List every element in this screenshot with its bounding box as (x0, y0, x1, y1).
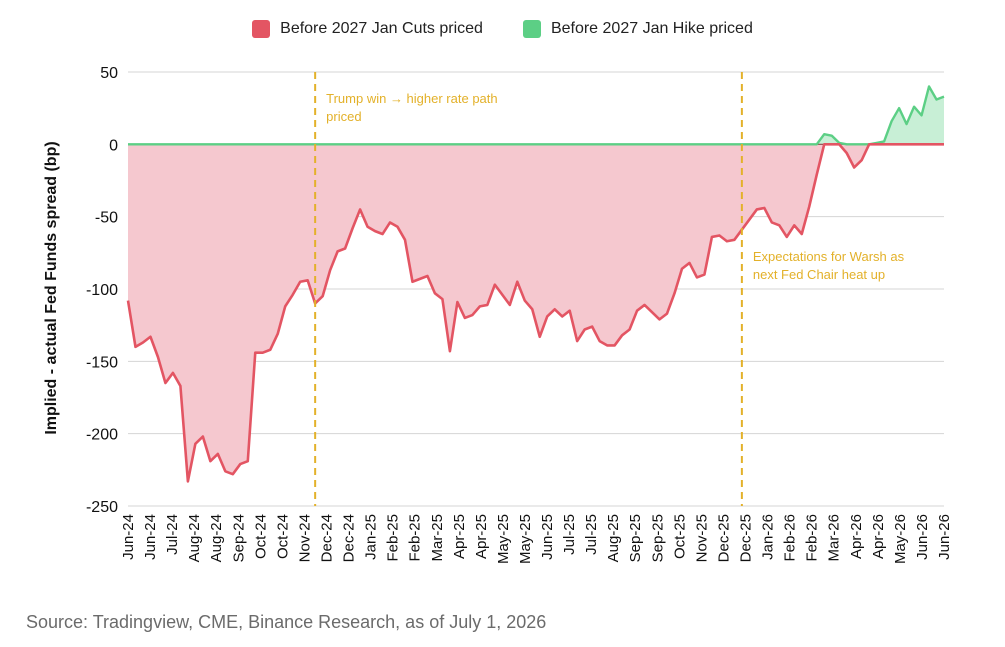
x-tick-label: Feb-26 (782, 514, 799, 562)
annotation-text: priced (326, 109, 361, 124)
x-tick-label: Jun-26 (936, 514, 953, 560)
y-tick-label: -150 (86, 354, 118, 371)
legend-swatch-hike (522, 20, 541, 38)
legend: Before 2027 Jan Cuts priced Before 2027 … (0, 20, 1005, 38)
y-tick-label: -200 (86, 427, 118, 444)
x-tick-label: Oct-24 (252, 514, 269, 559)
x-tick-label: Dec-24 (341, 514, 358, 562)
x-tick-label: Jun-24 (120, 514, 137, 560)
y-tick-label: -50 (95, 210, 118, 227)
x-tick-label: Oct-25 (671, 514, 688, 559)
series-line-hike (128, 85, 945, 146)
x-tick-label: Sep-25 (649, 514, 666, 562)
legend-item-cuts[interactable]: Before 2027 Jan Cuts priced (252, 20, 483, 38)
x-tick-label: Jan-25 (363, 514, 380, 560)
x-tick-label: Jun-25 (539, 514, 556, 560)
x-tick-label: Sep-25 (627, 514, 644, 562)
x-tick-label: Jun-24 (142, 514, 159, 560)
x-tick-label: Aug-24 (208, 514, 225, 562)
x-tick-label: Jul-25 (583, 514, 600, 555)
y-tick-label: 0 (109, 137, 118, 154)
x-tick-label: May-25 (517, 514, 534, 564)
x-tick-label: Mar-26 (826, 514, 843, 562)
x-tick-label: Sep-24 (230, 514, 247, 562)
x-tick-label: Nov-25 (693, 514, 710, 562)
y-tick-label: 50 (100, 65, 118, 82)
x-tick-label: Jun-26 (914, 514, 931, 560)
x-tick-label: Aug-24 (186, 514, 203, 562)
x-tick-label: Apr-26 (870, 514, 887, 559)
x-tick-label: Jan-26 (760, 514, 777, 560)
x-tick-label: Feb-25 (407, 514, 424, 562)
x-tick-label: Apr-25 (451, 514, 468, 559)
x-tick-label: Jul-25 (561, 514, 578, 555)
legend-label-hike: Before 2027 Jan Hike priced (550, 20, 753, 37)
x-tick-label: May-26 (892, 514, 909, 564)
series-line-cuts (126, 143, 944, 483)
x-tick-label: Oct-24 (274, 514, 291, 559)
x-tick-label: Nov-24 (296, 514, 313, 562)
annotation-text: Expectations for Warsh as (753, 249, 905, 264)
x-tick-label: Aug-25 (605, 514, 622, 562)
x-tick-label: Dec-25 (715, 514, 732, 562)
x-tick-label: Dec-25 (738, 514, 755, 562)
area-hike (128, 86, 944, 145)
x-tick-label: Apr-26 (848, 514, 865, 559)
y-tick-label: -100 (86, 282, 118, 299)
area-cuts (128, 144, 944, 482)
x-tick-label: Jul-24 (164, 514, 181, 555)
x-tick-label: Feb-26 (804, 514, 821, 562)
x-tick-label: Apr-25 (473, 514, 490, 559)
y-tick-label: -250 (86, 499, 118, 516)
legend-label-cuts: Before 2027 Jan Cuts priced (280, 20, 483, 37)
legend-swatch-cuts (252, 20, 271, 38)
x-tick-label: Feb-25 (385, 514, 402, 562)
x-tick-label: Dec-24 (318, 514, 335, 562)
source-note: Source: Tradingview, CME, Binance Resear… (26, 612, 547, 632)
x-tick-label: Mar-25 (429, 514, 446, 562)
annotation-text: Trump win → higher rate path (326, 91, 497, 106)
y-axis-label: Implied - actual Fed Funds spread (bp) (43, 141, 60, 435)
annotation-text: next Fed Chair heat up (753, 267, 885, 282)
x-tick-label: May-25 (495, 514, 512, 564)
legend-item-hike[interactable]: Before 2027 Jan Hike priced (522, 20, 753, 38)
